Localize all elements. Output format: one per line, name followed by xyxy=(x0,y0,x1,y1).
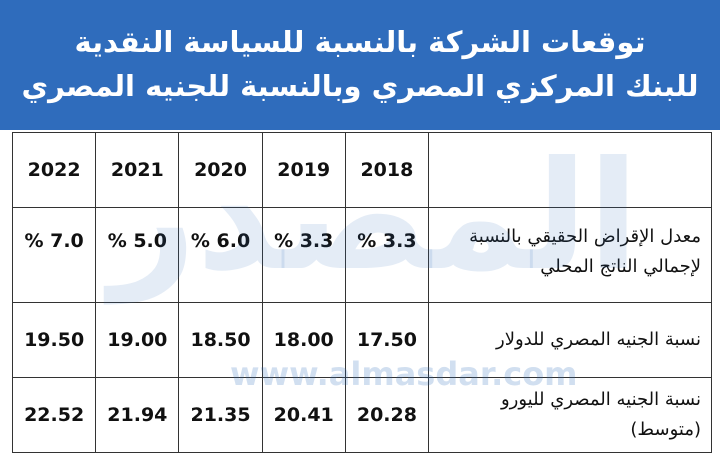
row-label-line: لإجمالي الناتج المحلي xyxy=(540,256,701,277)
cell: 19.50 xyxy=(11,302,97,378)
cell: 21.35 xyxy=(178,377,263,453)
cell: % 5.0 xyxy=(95,207,180,303)
row-label: نسبة الجنيه المصري لليورو (متوسط) xyxy=(428,377,712,453)
row-label-line: نسبة الجنيه المصري لليورو (متوسط) xyxy=(500,389,701,440)
cell: % 3.3 xyxy=(261,207,346,303)
cell: % 3.3 xyxy=(344,207,430,303)
table: 2018 2019 2020 2021 2022 معدل الإقراض الحقيقي… xyxy=(11,132,712,453)
table-row: معدل الإقراض الحقيقي بالنسبة لإجمالي النا… xyxy=(11,207,712,303)
header: توقعات الشركة بالنسبة للسياسة النقدية لل… xyxy=(0,0,720,130)
cell: 20.41 xyxy=(261,377,346,453)
header-row: 2018 2019 2020 2021 2022 xyxy=(11,132,712,208)
cell: 20.28 xyxy=(344,377,430,453)
title-line: للبنك المركزي المصري وبالنسبة للجنيه الم… xyxy=(21,69,699,103)
table-row: نسبة الجنيه المصري للدولار 17.50 18.00 18.5… xyxy=(11,302,712,378)
row-label: نسبة الجنيه المصري للدولار xyxy=(428,302,712,378)
row-label-line: نسبة الجنيه المصري للدولار xyxy=(496,329,701,350)
column-header: 2022 xyxy=(11,132,97,208)
title-line: توقعات الشركة بالنسبة للسياسة النقدية xyxy=(74,25,646,59)
column-header: 2021 xyxy=(95,132,180,208)
row-label: معدل الإقراض الحقيقي بالنسبة لإجمالي النا… xyxy=(428,207,712,303)
column-header: 2020 xyxy=(178,132,263,208)
cell: % 6.0 xyxy=(178,207,263,303)
column-header: 2019 xyxy=(261,132,346,208)
row-label-line: معدل الإقراض الحقيقي بالنسبة xyxy=(469,226,701,247)
cell: 21.94 xyxy=(95,377,180,453)
cell: 18.00 xyxy=(261,302,346,378)
corner-cell xyxy=(428,132,712,208)
cell: 22.52 xyxy=(11,377,97,453)
cell: % 7.0 xyxy=(11,207,97,303)
table-row: نسبة الجنيه المصري لليورو (متوسط) 20.28 20… xyxy=(11,377,712,453)
cell: 18.50 xyxy=(178,302,263,378)
cell: 17.50 xyxy=(344,302,430,378)
cell: 19.00 xyxy=(95,302,180,378)
column-header: 2018 xyxy=(344,132,430,208)
